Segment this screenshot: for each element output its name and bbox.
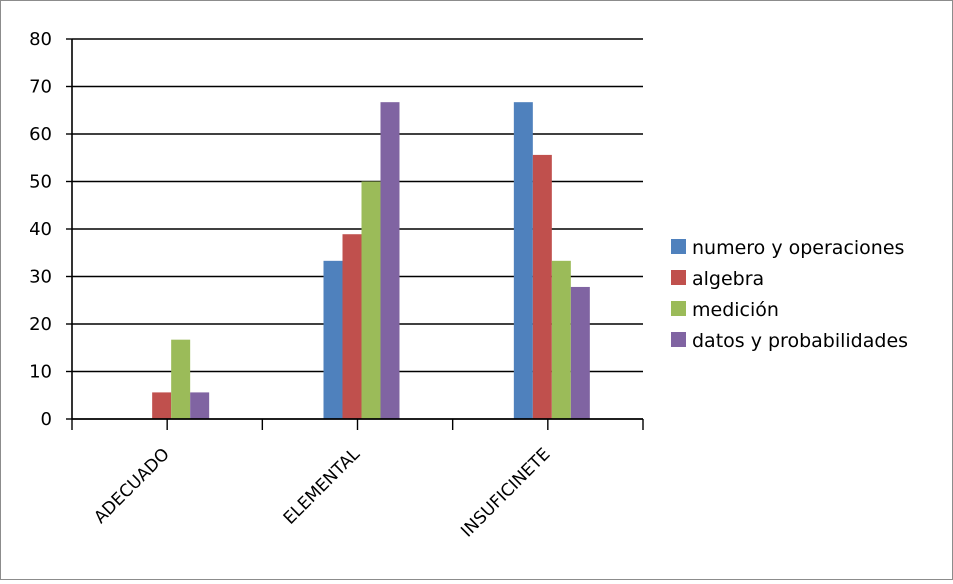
legend-label: medición [692,299,779,321]
y-tick-label: 0 [41,409,52,430]
y-tick-label: 20 [29,314,52,335]
legend-swatch [671,301,686,316]
bar-algebra-insuficinete [532,154,552,419]
y-tick-label: 80 [29,29,52,50]
legend-swatch [671,239,686,254]
y-tick-label: 60 [29,124,52,145]
legend-label: algebra [692,268,764,290]
x-category-label: ELEMENTAL [280,444,365,529]
bar-datos-y-probabilidades-adecuado [190,392,210,419]
y-tick-label: 70 [29,77,52,98]
legend-swatch [671,270,686,285]
y-tick-label: 30 [29,267,52,288]
legend-label: numero y operaciones [692,237,904,259]
bar-algebra-adecuado [152,392,172,419]
bar-algebra-elemental [342,234,362,419]
y-tick-labels: 0 10 20 30 40 50 60 70 80 [29,29,52,430]
bar-medición-adecuado [171,339,191,419]
y-tick-label: 10 [29,362,52,383]
bar-numero-y-operaciones-insuficinete [513,102,533,420]
x-category-label: ADECUADO [90,444,173,527]
legend-swatch [671,332,686,347]
y-tick-label: 50 [29,172,52,193]
bar-datos-y-probabilidades-elemental [380,102,400,420]
bar-datos-y-probabilidades-insuficinete [570,286,590,419]
legend: numero y operaciones algebra medición datos… [671,237,908,352]
x-category-label: INSUFICINETE [457,444,554,541]
bar-numero-y-operaciones-elemental [323,260,343,419]
bar-medición-elemental [361,181,381,419]
x-tick-labels: ADECUADO ELEMENTAL INSUFICINETE [90,444,554,541]
axes [66,38,644,430]
bars [152,102,590,420]
y-tick-label: 40 [29,219,52,240]
bar-medición-insuficinete [551,260,571,419]
legend-label: datos y probabilidades [692,330,908,352]
